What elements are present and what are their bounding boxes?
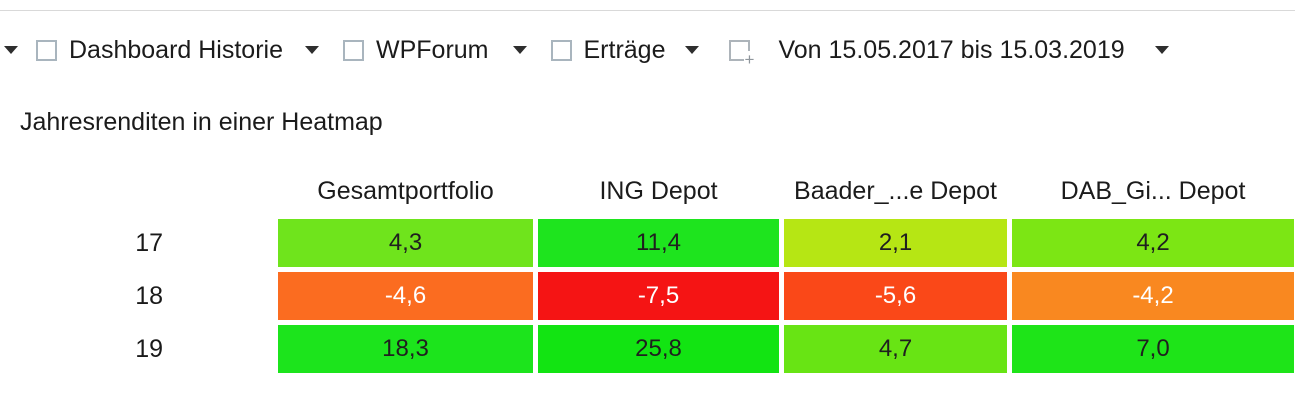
heatmap-cell: 25,8: [538, 325, 779, 373]
row-label: 19: [135, 334, 163, 363]
heatmap-table: Gesamtportfolio ING Depot Baader_...e Depo…: [0, 163, 1294, 373]
tab-checkbox-ertraege[interactable]: [550, 39, 572, 61]
heatmap-cell: 11,4: [538, 219, 779, 267]
tab-dashboard-historie-dropdown-icon[interactable]: [305, 46, 319, 54]
tab-dashboard-historie[interactable]: Dashboard Historie: [69, 35, 283, 64]
tab-ertraege[interactable]: Erträge: [583, 35, 666, 64]
column-header: DAB_Gi... Depot: [1060, 177, 1246, 205]
date-range-dropdown-icon[interactable]: [1154, 46, 1169, 54]
column-header: ING Depot: [599, 177, 718, 205]
column-header: Gesamtportfolio: [317, 177, 494, 205]
heatmap-corner: [0, 163, 273, 214]
heatmap-cell: 18,3: [278, 325, 533, 373]
heatmap-cell: 7,0: [1012, 325, 1294, 373]
heatmap-cell: -4,2: [1012, 272, 1294, 320]
heatmap-cell: 4,7: [784, 325, 1007, 373]
tab-checkbox-dashboard-historie[interactable]: [36, 39, 57, 61]
date-range-tab[interactable]: Von 15.05.2017 bis 15.03.2019: [778, 35, 1125, 64]
row-label: 17: [135, 228, 163, 257]
tab-checkbox-wpforum[interactable]: [343, 39, 364, 61]
add-tab-icon[interactable]: [729, 39, 756, 68]
heatmap-cell: 4,2: [1012, 219, 1294, 267]
tab-wpforum[interactable]: WPForum: [376, 35, 489, 64]
tab-ertraege-dropdown-icon[interactable]: [685, 46, 700, 54]
dashboard-tab-bar: Dashboard Historie WPForum Erträge Von 1…: [0, 28, 1295, 72]
heatmap-cell: 2,1: [784, 219, 1007, 267]
heatmap-cell: -7,5: [538, 272, 779, 320]
top-divider: [0, 10, 1295, 11]
widget-title: Jahresrenditen in einer Heatmap: [20, 108, 383, 136]
column-header: Baader_...e Depot: [794, 177, 997, 205]
heatmap-cell: -5,6: [784, 272, 1007, 320]
heatmap-cell: -4,6: [278, 272, 533, 320]
tab-wpforum-dropdown-icon[interactable]: [512, 46, 527, 54]
tabs-overflow-dropdown-icon[interactable]: [4, 46, 18, 54]
row-label: 18: [135, 281, 163, 310]
heatmap-cell: 4,3: [278, 219, 533, 267]
